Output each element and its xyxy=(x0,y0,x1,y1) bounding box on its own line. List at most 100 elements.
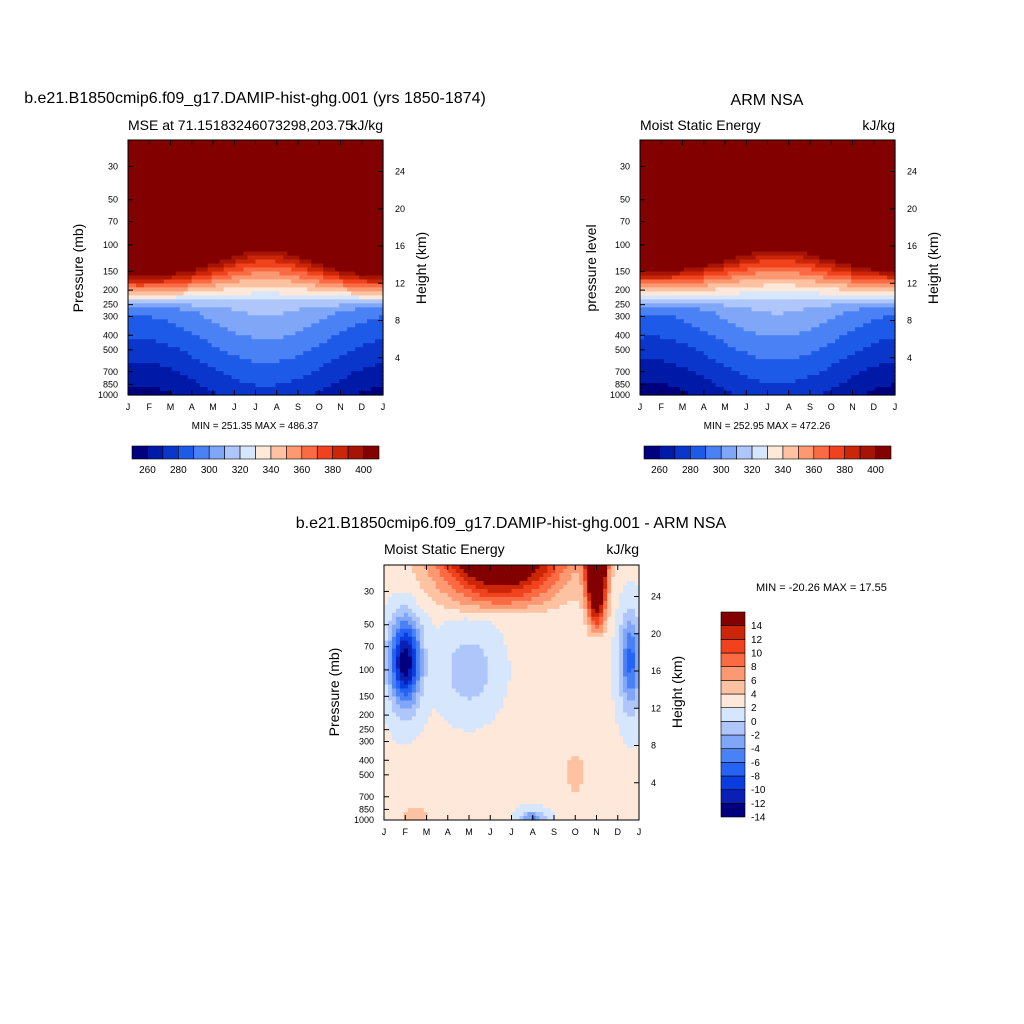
contour-cell xyxy=(147,347,153,352)
contour-cell xyxy=(755,155,761,161)
contour-cell xyxy=(355,303,360,308)
contour-cell xyxy=(219,159,225,165)
contour-cell xyxy=(231,267,237,273)
contour-cell xyxy=(875,175,880,181)
contour-cell xyxy=(175,291,181,296)
contour-cell xyxy=(199,223,205,229)
contour-cell xyxy=(207,167,213,173)
contour-cell xyxy=(175,171,181,177)
contour-cell xyxy=(759,143,765,149)
contour-cell xyxy=(335,191,340,197)
contour-cell xyxy=(363,175,368,181)
colorbar-label: 320 xyxy=(232,465,249,476)
contour-cell xyxy=(143,187,149,193)
contour-cell xyxy=(803,159,808,165)
contour-cell xyxy=(259,143,265,149)
contour-cell xyxy=(179,283,185,289)
contour-cell xyxy=(731,151,737,157)
contour-cell xyxy=(159,271,165,277)
contour-cell xyxy=(319,143,324,149)
contour-cell xyxy=(203,315,209,320)
contour-cell xyxy=(331,355,336,360)
contour-cell xyxy=(139,371,145,376)
contour-cell xyxy=(375,319,380,324)
contour-cell xyxy=(199,271,205,277)
contour-cell xyxy=(215,151,221,157)
contour-cell xyxy=(291,155,296,161)
contour-cell xyxy=(131,339,137,344)
contour-cell xyxy=(279,215,284,221)
contour-cell xyxy=(259,140,265,145)
contour-cell xyxy=(195,311,201,316)
contour-cell xyxy=(139,279,145,285)
contour-cell xyxy=(199,267,205,273)
contour-cell xyxy=(128,315,133,320)
contour-cell xyxy=(207,231,213,237)
contour-cell xyxy=(339,179,344,185)
contour-cell xyxy=(179,167,185,173)
contour-cell xyxy=(131,279,137,285)
contour-cell xyxy=(315,387,320,392)
contour-cell xyxy=(363,267,368,273)
contour-cell xyxy=(715,159,721,165)
contour-cell xyxy=(871,159,876,165)
contour-cell xyxy=(139,359,145,364)
contour-cell xyxy=(691,183,697,189)
contour-cell xyxy=(839,143,844,149)
contour-cell xyxy=(347,339,352,344)
contour-cell xyxy=(319,255,324,261)
contour-cell xyxy=(311,207,316,213)
contour-cell xyxy=(207,175,213,181)
contour-cell xyxy=(755,163,761,169)
contour-cell xyxy=(183,207,189,213)
contour-cell xyxy=(247,195,253,201)
contour-cell xyxy=(175,331,181,336)
contour-cell xyxy=(779,143,785,149)
contour-cell xyxy=(195,323,201,328)
contour-cell xyxy=(283,359,288,364)
contour-cell xyxy=(323,147,328,153)
contour-cell xyxy=(875,179,880,185)
contour-cell xyxy=(271,303,277,308)
contour-cell xyxy=(223,227,229,233)
contour-cell xyxy=(283,251,288,257)
contour-cell xyxy=(175,263,181,269)
contour-cell xyxy=(143,267,149,273)
contour-cell xyxy=(351,171,356,177)
colorbar-box xyxy=(208,445,225,460)
contour-cell xyxy=(363,187,368,193)
contour-cell xyxy=(291,223,296,229)
contour-cell xyxy=(307,355,312,360)
colorbar-box xyxy=(332,445,349,460)
contour-cell xyxy=(195,363,201,368)
contour-cell xyxy=(303,243,308,249)
contour-cell xyxy=(819,171,824,177)
contour-cell xyxy=(247,167,253,173)
contour-cell xyxy=(327,295,332,300)
contour-cell xyxy=(295,327,300,332)
contour-cell xyxy=(211,195,217,201)
contour-cell xyxy=(159,247,165,253)
contour-cell xyxy=(355,379,360,384)
contour-cell xyxy=(179,243,185,249)
contour-cell xyxy=(139,307,145,312)
contour-cell xyxy=(659,187,665,193)
contour-cell xyxy=(379,255,384,261)
contour-cell xyxy=(259,319,265,324)
colorbar-box xyxy=(147,445,164,460)
contour-cell xyxy=(303,391,308,396)
contour-cell xyxy=(287,319,292,324)
contour-cell xyxy=(259,199,265,205)
contour-cell xyxy=(323,227,328,233)
contour-cell xyxy=(211,311,217,316)
contour-cell xyxy=(271,235,277,241)
contour-cell xyxy=(311,375,316,380)
contour-cell xyxy=(311,323,316,328)
contour-cell xyxy=(343,235,348,241)
contour-cell xyxy=(311,303,316,308)
contour-cell xyxy=(279,291,284,296)
contour-cell xyxy=(335,359,340,364)
contour-cell xyxy=(315,171,320,177)
contour-cell xyxy=(151,223,157,229)
contour-cell xyxy=(131,175,137,181)
